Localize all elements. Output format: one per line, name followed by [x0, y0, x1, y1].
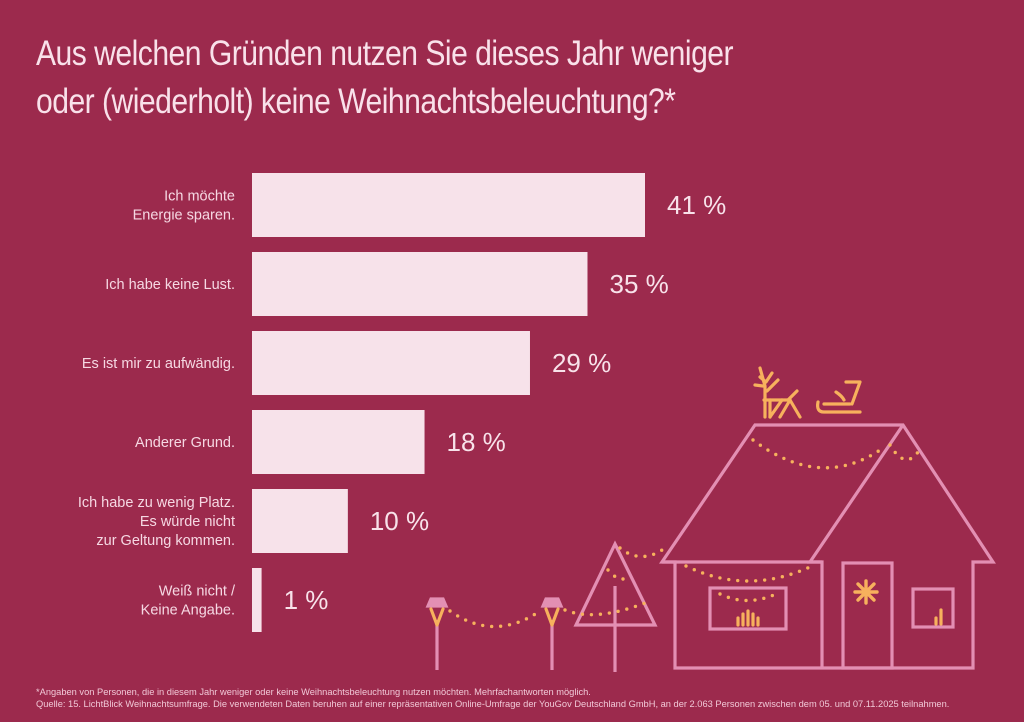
candles-icon [934, 608, 943, 626]
tree-icon [573, 540, 658, 672]
reindeer-icon [753, 366, 802, 419]
window [708, 586, 788, 631]
value-label: 18 % [447, 427, 506, 457]
category-label-line: Keine Angabe. [141, 603, 235, 619]
chart-title: Aus welchen Gründen nutzen Sie dieses Ja… [36, 30, 991, 126]
chart-title-line-1: Aus welchen Gründen nutzen Sie dieses Ja… [36, 34, 734, 73]
string-lights [606, 568, 630, 581]
door-star-icon [853, 579, 879, 605]
value-label: 41 % [667, 190, 726, 220]
christmas-illustration [425, 366, 996, 672]
window [911, 587, 955, 629]
category-label-line: Weiß nicht / [159, 584, 236, 600]
category-label: Ich habe keine Lust. [105, 277, 235, 293]
bar [252, 568, 262, 632]
footnote-source: Quelle: 15. LichtBlick Weihnachtsumfrage… [36, 699, 950, 709]
bars-layer: 41 % Ich möchte Energie sparen. 35 % Ich hab… [78, 173, 726, 632]
category-label: Weiß nicht / Keine Angabe. [141, 584, 236, 619]
string-lights [618, 546, 664, 559]
bar [252, 252, 588, 316]
footnote: *Angaben von Personen, die in diesem Jah… [36, 686, 1016, 710]
category-label-line: Ich habe zu wenig Platz. [78, 495, 235, 511]
lamp-post-icon [425, 597, 449, 670]
house-icon [658, 423, 996, 670]
category-label-line: Ich möchte [164, 189, 235, 205]
door [841, 561, 894, 670]
lamp-post-icon [540, 597, 564, 670]
value-label: 35 % [609, 269, 668, 299]
category-label: Anderer Grund. [135, 435, 235, 451]
string-lights [718, 592, 778, 603]
category-label-line: Anderer Grund. [135, 435, 235, 451]
category-label-line: Ich habe keine Lust. [105, 277, 235, 293]
chart-title-line-2: oder (wiederholt) keine Weihnachtsbeleuc… [36, 82, 676, 121]
category-label-line: zur Geltung kommen. [96, 533, 235, 549]
bar [252, 331, 530, 395]
bar [252, 410, 425, 474]
category-label: Es ist mir zu aufwändig. [82, 356, 235, 372]
string-lights [563, 601, 647, 617]
sleigh-icon [816, 380, 862, 414]
category-label: Ich möchte Energie sparen. [133, 189, 235, 224]
bar [252, 489, 348, 553]
string-lights [684, 564, 814, 583]
category-label-line: Es ist mir zu aufwändig. [82, 356, 235, 372]
value-label: 29 % [552, 348, 611, 378]
category-label-line: Energie sparen. [133, 208, 235, 224]
string-lights [888, 443, 920, 462]
string-lights [448, 609, 542, 629]
category-label-line: Es würde nicht [140, 514, 235, 530]
string-lights [751, 438, 882, 470]
value-label: 1 % [284, 585, 329, 615]
value-label: 10 % [370, 506, 429, 536]
bar [252, 173, 645, 237]
footnote-note: *Angaben von Personen, die in diesem Jah… [36, 687, 591, 697]
category-label: Ich habe zu wenig Platz. Es würde nicht zu… [78, 495, 235, 549]
candles-icon [736, 609, 760, 627]
